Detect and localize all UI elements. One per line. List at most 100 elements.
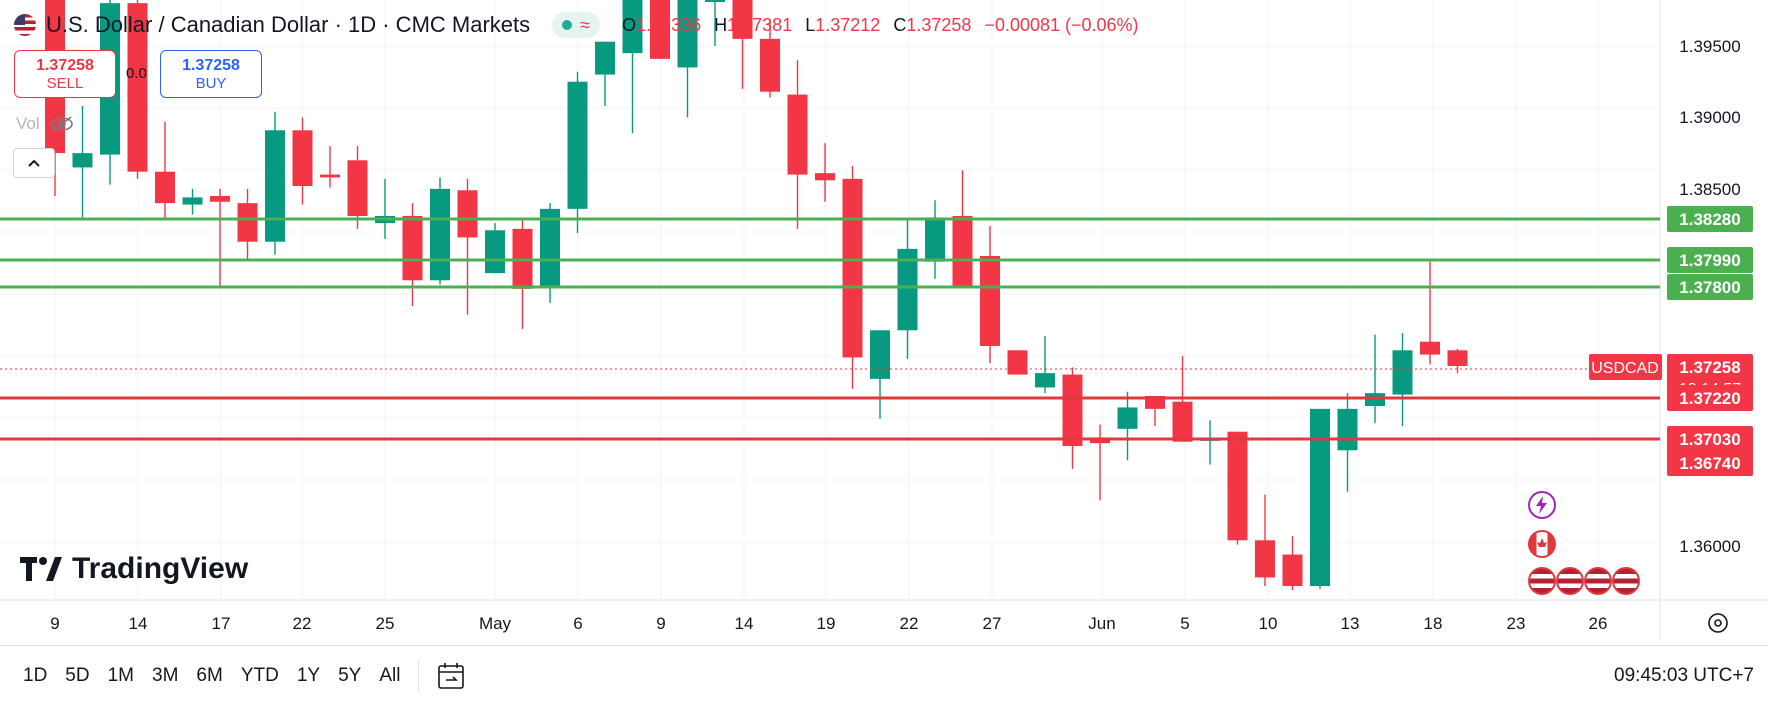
candle-body [1227,431,1248,541]
candle-body [815,173,835,181]
close-value: 1.37258 [906,14,972,35]
level-price-label: 1.36740 [1679,454,1740,473]
high-key: H [714,14,728,35]
range-1y[interactable]: 1Y [296,665,321,686]
x-tick-label: 17 [212,614,231,633]
buy-label: BUY [195,75,227,92]
x-tick-label: 27 [983,614,1002,633]
high-value: 1.37381 [727,14,793,35]
settings-gear-icon[interactable] [1708,613,1728,633]
candle-body [237,203,258,242]
x-tick-label: 14 [735,614,754,633]
volume-label: Vol [16,114,40,133]
level-price-box [1667,426,1753,452]
tradingview-logo: TradingView [20,552,248,586]
range-ytd[interactable]: YTD [240,665,279,686]
collapse-legend-button[interactable] [13,148,55,178]
eye-off-icon[interactable] [50,115,74,133]
y-tick-label: 1.38500 [1679,180,1740,199]
bottom-toolbar: 1D 5D 1M 3M 6M YTD 1Y 5Y All 09:45:03 UT… [0,645,1768,707]
candle-body [402,216,423,281]
range-5d[interactable]: 5D [65,665,90,686]
toolbar-divider [418,660,419,692]
calendar-range-icon [438,663,464,689]
x-tick-label: 19 [817,614,836,633]
candle-body [567,81,588,209]
us-flag-icon [14,14,36,36]
x-tick-label: Jun [1088,614,1115,633]
candle-body [1172,401,1193,442]
candle-body [1392,350,1413,395]
candle-body [732,0,753,39]
range-3m[interactable]: 3M [152,665,179,686]
candle-body [870,330,890,379]
market-status-pill[interactable]: ≈ [552,12,601,38]
canada-flag-icon[interactable] [1528,530,1556,558]
level-price-box [1667,385,1753,411]
us-flag-icon[interactable] [1584,567,1612,595]
range-all[interactable]: All [379,665,401,686]
volume-indicator[interactable]: Vol [16,114,74,134]
candle-body [127,3,148,172]
ohlc-readout: O1.37336 H1.37381 L1.37212 C1.37258 −0.0… [622,15,1147,36]
symbol-tag [1589,354,1662,380]
buy-price: 1.37258 [182,57,240,74]
candle-body [265,130,285,242]
us-flag-icon[interactable] [1556,567,1584,595]
y-tick-label: 1.39500 [1679,37,1740,56]
x-tick-label: 5 [1180,614,1189,633]
range-5y[interactable]: 5Y [338,665,362,686]
open-key: O [622,14,637,35]
candle-body [1447,350,1468,366]
x-tick-label: 22 [293,614,312,633]
symbol-tag-text: USDCAD [1591,360,1659,377]
x-tick-label: 13 [1341,614,1360,633]
x-tick-label: May [479,614,512,633]
range-1d[interactable]: 1D [23,665,48,686]
candle-body [705,0,725,2]
us-flag-icon[interactable] [1612,567,1640,595]
level-price-label: 1.37990 [1679,251,1740,270]
us-flag-icon[interactable] [1528,567,1556,595]
candle-body [347,160,368,216]
candle-body [430,188,450,281]
x-tick-label: 18 [1424,614,1443,633]
level-price-label: 1.37220 [1679,389,1740,408]
candle-body [650,0,670,59]
timezone-clock[interactable]: 09:45:03 UTC+7 [1614,665,1754,686]
candle-body [1117,407,1138,429]
x-tick-label: 22 [900,614,919,633]
x-tick-label: 9 [656,614,665,633]
candle-body [952,216,973,288]
candlestick-chart[interactable]: 1.382801.379901.37800USDCAD1.3725818:14:… [0,0,1768,640]
level-price-label: 1.37030 [1679,430,1740,449]
candle-body [622,0,643,54]
candle-body [1310,408,1330,586]
x-tick-label: 10 [1259,614,1278,633]
candle-body [980,256,1000,346]
candle-body [155,171,175,204]
candle-body [787,94,808,175]
candle-body [897,248,918,331]
candle-body [677,0,698,68]
buy-button[interactable]: 1.37258 BUY [160,50,262,98]
sell-button[interactable]: 1.37258 SELL [14,50,116,98]
range-6m[interactable]: 6M [196,665,223,686]
range-selector: 1D 5D 1M 3M 6M YTD 1Y 5Y All [14,661,409,691]
x-tick-label: 14 [129,614,148,633]
range-1m[interactable]: 1M [107,665,134,686]
candle-body [842,178,863,358]
low-key: L [805,14,816,35]
x-tick-label: 9 [50,614,59,633]
lightning-event-icon[interactable] [1528,491,1556,519]
candle-body [485,230,505,274]
x-tick-label: 25 [376,614,395,633]
candle-body [1337,408,1358,451]
chevron-up-icon [28,159,40,167]
candle-body [292,130,313,186]
spread-value: 0.0 [126,65,147,82]
date-range-button[interactable] [434,658,470,694]
x-tick-label: 23 [1507,614,1526,633]
y-tick-label: 1.39000 [1679,108,1740,127]
symbol-title[interactable]: U.S. Dollar / Canadian Dollar · 1D · CMC… [46,12,531,37]
